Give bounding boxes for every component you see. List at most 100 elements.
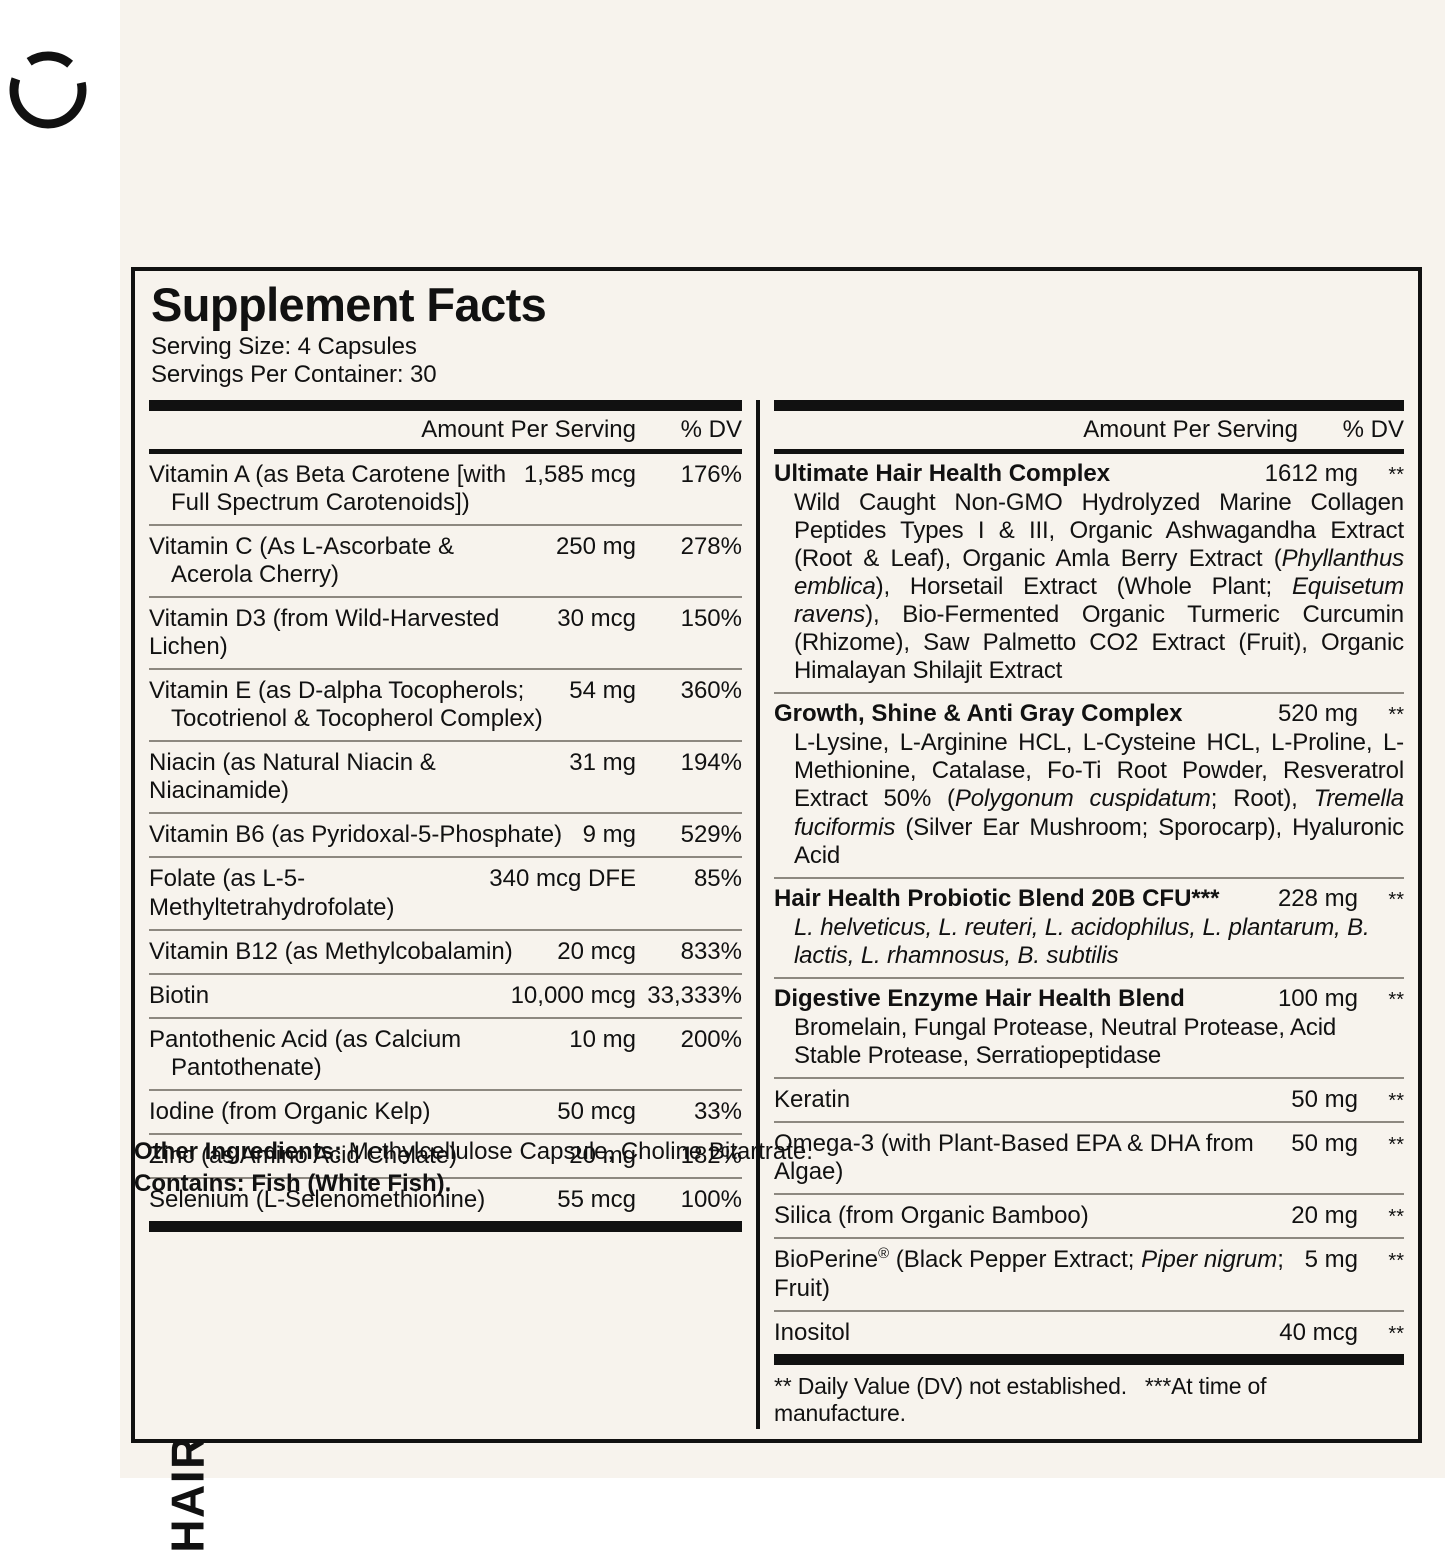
row-separator (149, 1088, 742, 1091)
blend-ingredients: L. helveticus, L. reuteri, L. acidophilu… (794, 913, 1370, 969)
nutrient-column-left: Amount Per Serving % DV Vitamin A (as Be… (149, 399, 756, 1429)
rule-thick-top-left (149, 399, 742, 411)
nutrient-name: Vitamin C (As L-Ascorbate & Acerola Cherr… (149, 533, 556, 589)
row-separator (149, 1177, 742, 1180)
row-separator (774, 1237, 1404, 1240)
column-divider (756, 399, 760, 1429)
table-row: Keratin 50 mg ** (774, 1079, 1404, 1121)
nutrient-percent-dv: 182% (680, 1142, 742, 1169)
other-ingredients-line: Other Ingredients: Methylcellulose Capsu… (134, 1136, 1334, 1168)
page-canvas: HAIR VITAMINS. Supplement Facts Serving … (9, 0, 1445, 1553)
page-title: Supplement Facts (151, 278, 547, 331)
table-row: Selenium (L-Selenomethionine) 55 mcg 100% (149, 1179, 742, 1221)
row-separator (149, 972, 742, 975)
other-ingredients-value: Methylcellulose Capsule, Choline Bitartr… (348, 1138, 813, 1165)
table-row: Biotin 10,000 mcg 33,333% (149, 975, 742, 1017)
nutrient-percent-dv: 360% (680, 677, 742, 705)
blend-row: Digestive Enzyme Hair Health Blend 100 mg… (774, 979, 1404, 1077)
rule-med-right (774, 448, 1404, 454)
row-separator (774, 1121, 1404, 1124)
table-row: BioPerine® (Black Pepper Extract; Piper … (774, 1239, 1404, 1309)
nutrient-percent-dv: 33,333% (647, 981, 742, 1009)
blend-header: Growth, Shine & Anti Gray Complex 520 mg *… (774, 700, 1404, 728)
ingredient-name: Inositol (774, 1318, 851, 1346)
row-separator (774, 976, 1404, 979)
nutrient-name: Pantothenic Acid (as Calcium Pantothenate… (149, 1026, 569, 1082)
table-row: Vitamin E (as D-alpha Tocopherols; Tocotr… (149, 670, 742, 740)
ingredient-percent-dv: ** (1388, 1322, 1404, 1345)
blend-percent-dv: ** (1388, 988, 1404, 1011)
nutrient-name-continuation: Acerola Cherry) (171, 560, 340, 588)
nutrient-name-continuation: Tocotrienol & Tocopherol Complex) (171, 705, 543, 733)
table-row: Vitamin B6 (as Pyridoxal-5-Phosphate) 9 m… (149, 814, 742, 856)
nutrient-name: Vitamin E (as D-alpha Tocopherols; Tocotr… (149, 677, 569, 733)
nutrient-percent-dv: 100% (680, 1186, 742, 1214)
table-row: Silica (from Organic Bamboo) 20 mg ** (774, 1195, 1404, 1237)
blend-ingredients: L-Lysine, L-Arginine HCL, L-Cysteine HCL… (794, 729, 1404, 869)
row-separator (774, 692, 1404, 695)
blend-percent-dv: ** (1388, 463, 1404, 486)
nutrient-amount: 50 mcg (557, 1097, 636, 1125)
table-row: Omega-3 (with Plant-Based EPA & DHA from… (774, 1123, 1404, 1193)
supplement-facts-header: Supplement Facts Serving Size: 4 Capsule… (135, 271, 1418, 391)
blend-ingredients: Wild Caught Non-GMO Hydrolyzed Marine Co… (794, 488, 1404, 685)
nutrient-amount: 20 mcg (557, 937, 636, 965)
nutrient-percent-dv: 278% (680, 532, 742, 560)
footnote-dv: ** Daily Value (DV) not established. (774, 1372, 1127, 1399)
row-separator (149, 595, 742, 598)
header-amount-per-serving: Amount Per Serving (421, 415, 636, 443)
blend-percent-dv: ** (1388, 704, 1404, 727)
nutrient-name: Selenium (L-Selenomethionine) (149, 1186, 486, 1214)
ingredient-name: Keratin (774, 1086, 851, 1114)
nutrient-percent-dv: 33% (693, 1097, 742, 1125)
blend-name: Hair Health Probiotic Blend 20B CFU*** (774, 884, 1220, 912)
nutrient-amount: 1,585 mcg (523, 460, 636, 488)
nutrient-name: Biotin (149, 981, 210, 1009)
row-separator (149, 812, 742, 815)
nutrient-amount: 55 mcg (557, 1186, 636, 1214)
table-row: Vitamin C (As L-Ascorbate & Acerola Cherr… (149, 526, 742, 596)
footnote-manufacture: ***At time of manufacture. (774, 1372, 1267, 1426)
nutrient-amount: 340 mcg DFE (489, 865, 636, 893)
rule-thick-bottom-right (774, 1353, 1404, 1365)
row-separator (149, 1016, 742, 1019)
nutrient-percent-dv: 150% (680, 604, 742, 632)
blend-row: Hair Health Probiotic Blend 20B CFU*** 22… (774, 879, 1404, 977)
rule-med-left (149, 448, 742, 454)
row-separator (774, 1077, 1404, 1080)
blend-row: Growth, Shine & Anti Gray Complex 520 mg *… (774, 694, 1404, 876)
nutrient-amount: 20 mg (569, 1142, 636, 1169)
row-separator (774, 1193, 1404, 1196)
nutrient-name: Vitamin D3 (from Wild-Harvested Lichen) (149, 604, 500, 660)
blend-amount: 1612 mg (1264, 459, 1358, 487)
column-header-left: Amount Per Serving % DV (149, 411, 742, 449)
nutrient-amount: 54 mg (569, 677, 636, 705)
blend-amount: 228 mg (1277, 884, 1358, 912)
nutrient-percent-dv: 194% (680, 749, 742, 777)
row-separator (774, 1309, 1404, 1312)
nutrient-name: Iodine (from Organic Kelp) (149, 1097, 431, 1125)
blend-header: Ultimate Hair Health Complex 1612 mg ** (774, 460, 1404, 488)
ingredient-amount: 20 mg (1291, 1202, 1358, 1230)
nutrient-name-continuation: Full Spectrum Carotenoids]) (171, 488, 470, 516)
nutrient-column-right: Amount Per Serving % DV Ultimate Hair He… (760, 399, 1404, 1429)
blend-header: Digestive Enzyme Hair Health Blend 100 mg… (774, 985, 1404, 1013)
ingredient-percent-dv: ** (1388, 1134, 1404, 1157)
nutrient-name: Zinc (as Amino Acid Chelate) (149, 1142, 458, 1169)
header-amount-per-serving-right: Amount Per Serving (1083, 415, 1298, 443)
ingredient-amount: 40 mcg (1279, 1318, 1358, 1346)
table-row: Iodine (from Organic Kelp) 50 mcg 33% (149, 1091, 742, 1133)
column-header-right: Amount Per Serving % DV (774, 411, 1404, 449)
ingredient-amount: 50 mg (1291, 1130, 1358, 1158)
table-row: Zinc (as Amino Acid Chelate) 20 mg 182% (149, 1135, 742, 1177)
nutrient-name-continuation: Pantothenate) (171, 1053, 322, 1081)
contains-value: Fish (White Fish). (251, 1169, 452, 1197)
row-separator (149, 1133, 742, 1135)
serving-size: Serving Size: 4 Capsules (151, 332, 417, 360)
row-separator (774, 876, 1404, 879)
ingredient-amount: 50 mg (1291, 1086, 1358, 1114)
header-percent-dv-right: % DV (1342, 415, 1404, 443)
blend-percent-dv: ** (1388, 888, 1404, 911)
servings-per-container: Servings Per Container: 30 (151, 360, 437, 388)
row-separator (149, 523, 742, 526)
